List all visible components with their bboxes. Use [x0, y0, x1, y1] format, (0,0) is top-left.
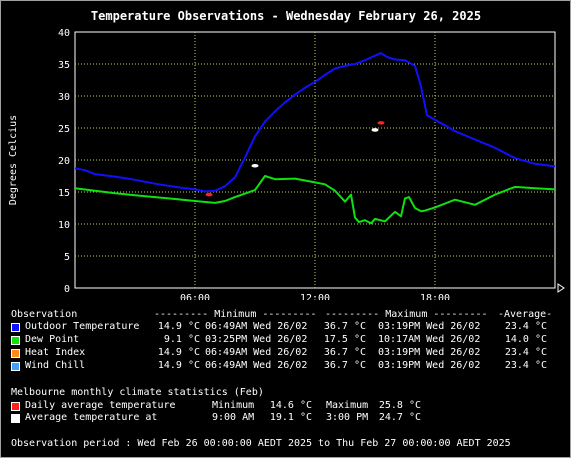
average-value: 23.4 °C — [504, 347, 547, 358]
climate-label: Average temperature at — [25, 412, 158, 423]
legend-swatch — [11, 362, 20, 371]
outdoor-temperature-line — [74, 52, 556, 193]
average-value: 14.0 °C — [504, 334, 547, 345]
climate-max-value: 25.8 °C — [378, 400, 421, 411]
climate-max-value: 24.7 °C — [378, 412, 421, 423]
climate-max-label: Maximum — [326, 400, 369, 411]
climate-swatch — [11, 402, 20, 411]
y-tick-labels: 0 5 10 15 20 25 30 35 40 — [58, 28, 70, 295]
minimum-header: --------- Minimum --------- — [154, 309, 317, 320]
max-value: 36.7 °C — [323, 347, 366, 358]
y-tick-label: 20 — [58, 156, 70, 167]
x-tick-label: 06:00 — [180, 293, 210, 300]
y-tick-label: 10 — [58, 220, 70, 231]
min-time: 06:49AM Wed 26/02 — [205, 347, 308, 358]
x-axis-arrow — [557, 283, 565, 293]
y-tick-label: 0 — [64, 284, 70, 295]
legend-swatch — [11, 323, 20, 332]
y-tick-label: 40 — [58, 28, 70, 39]
climate-min-value: 14.6 °C — [269, 400, 312, 411]
max-time: 03:19PM Wed 26/02 — [378, 321, 481, 332]
chart-title: Temperature Observations - Wednesday Feb… — [91, 9, 481, 23]
max-time: 03:19PM Wed 26/02 — [378, 360, 481, 371]
climate-title: Melbourne monthly climate statistics (Fe… — [11, 387, 264, 398]
x-tick-labels: 06:00 12:00 18:00 — [180, 293, 450, 300]
y-tick-label: 25 — [58, 124, 70, 135]
max-time: 10:17AM Wed 26/02 — [378, 334, 481, 345]
max-time: 03:19PM Wed 26/02 — [378, 347, 481, 358]
climate-marker — [205, 192, 213, 197]
x-tick-label: 12:00 — [300, 293, 330, 300]
y-tick-label: 35 — [58, 60, 70, 71]
average-header: -Average- — [498, 309, 553, 320]
observation-name: Outdoor Temperature — [25, 321, 140, 332]
y-tick-label: 30 — [58, 92, 70, 103]
min-time: 06:49AM Wed 26/02 — [205, 321, 308, 332]
y-tick-label: 15 — [58, 188, 70, 199]
observation-name: Heat Index — [25, 347, 86, 358]
climate-marker — [377, 121, 385, 125]
temperature-chart: Temperature Observations - Wednesday Feb… — [8, 9, 565, 300]
climate-swatch — [11, 414, 20, 423]
maximum-header: --------- Maximum --------- — [325, 309, 488, 320]
average-value: 23.4 °C — [504, 360, 547, 371]
min-time: 03:25PM Wed 26/02 — [205, 334, 308, 345]
climate-max-label: 3:00 PM — [326, 412, 369, 423]
y-tick-label: 5 — [64, 252, 70, 263]
observation-period: Observation period : Wed Feb 26 00:00:00… — [11, 438, 511, 449]
observation-name: Dew Point — [25, 334, 80, 345]
y-axis-label: Degrees Celcius — [8, 115, 19, 205]
series-lines — [74, 52, 556, 225]
observation-name: Wind Chill — [25, 360, 86, 371]
grid — [74, 31, 556, 289]
min-value: 14.9 °C — [157, 360, 200, 371]
max-value: 17.5 °C — [323, 334, 366, 345]
climate-min-label: Minimum — [212, 400, 255, 411]
climate-markers — [205, 121, 385, 197]
min-value: 14.9 °C — [157, 321, 200, 332]
dew-point-line — [74, 175, 556, 225]
legend-swatch — [11, 336, 20, 345]
climate-min-label: 9:00 AM — [212, 412, 255, 423]
climate-marker — [251, 163, 259, 168]
observation-header: Observation — [11, 309, 78, 320]
climate-marker — [371, 128, 379, 132]
climate-label: Daily average temperature — [25, 400, 176, 411]
min-time: 06:49AM Wed 26/02 — [205, 360, 308, 371]
x-tick-label: 18:00 — [420, 293, 450, 300]
legend-swatch — [11, 349, 20, 358]
min-value: 14.9 °C — [157, 347, 200, 358]
climate-min-value: 19.1 °C — [269, 412, 312, 423]
average-value: 23.4 °C — [504, 321, 547, 332]
max-value: 36.7 °C — [323, 321, 366, 332]
max-value: 36.7 °C — [323, 360, 366, 371]
min-value: 9.1 °C — [163, 334, 200, 345]
